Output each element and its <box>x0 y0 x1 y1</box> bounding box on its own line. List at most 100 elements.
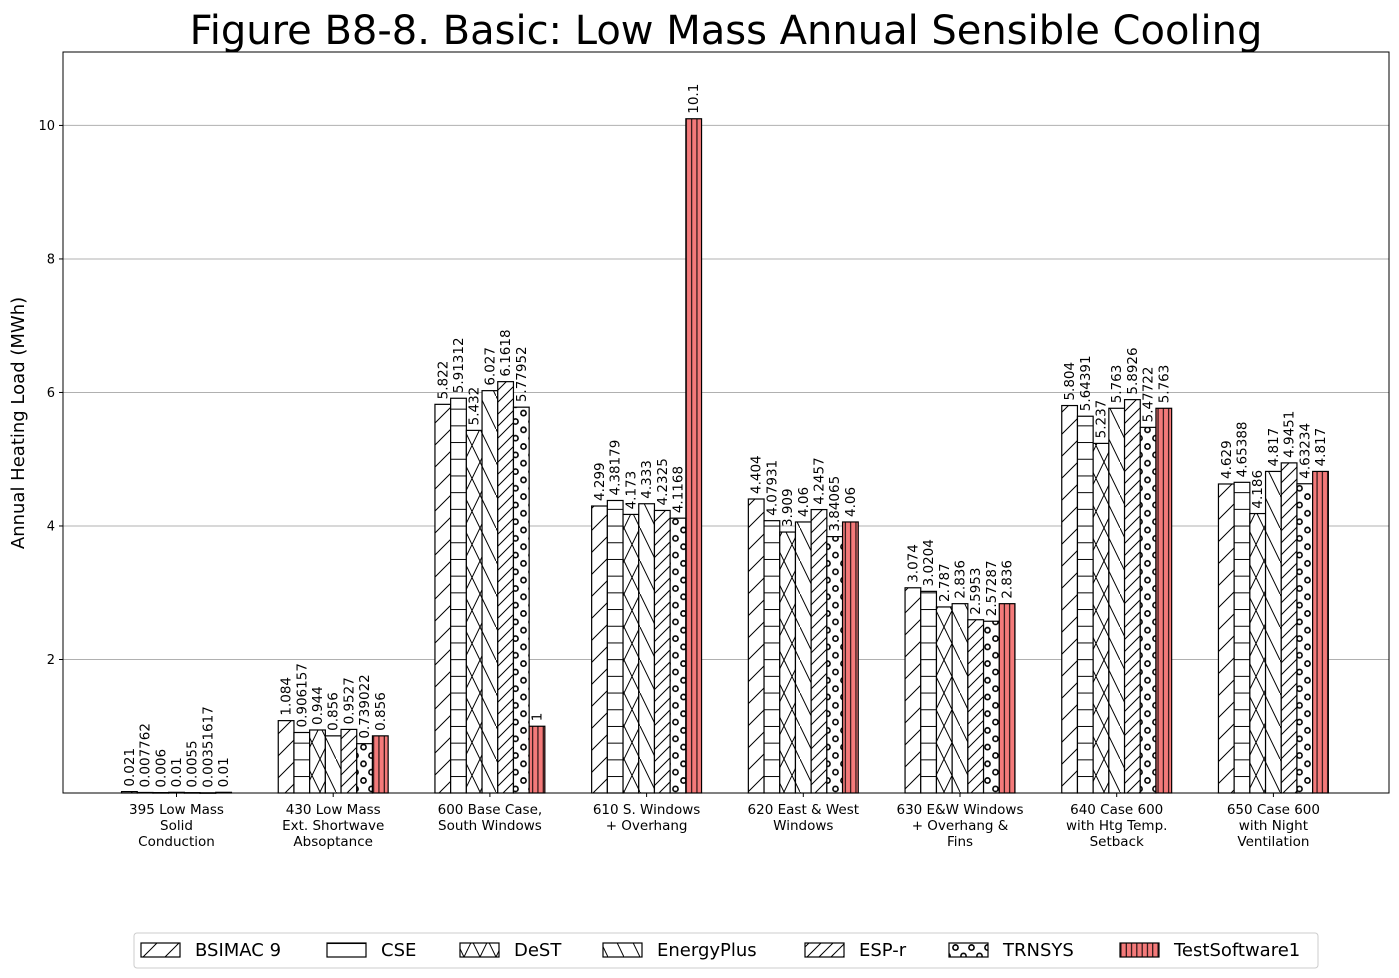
data-label: 4.629 <box>1219 440 1235 479</box>
legend-label: CSE <box>381 940 416 961</box>
data-label: 6.027 <box>482 347 498 386</box>
bar <box>951 603 969 794</box>
bar <box>1155 407 1173 794</box>
data-label: 5.237 <box>1094 400 1110 439</box>
data-label: 4.06 <box>843 487 859 517</box>
data-label: 2.57287 <box>984 560 1000 616</box>
data-label: 4.817 <box>1266 428 1282 467</box>
bar <box>841 521 859 794</box>
y-axis-label: Annual Heating Load (MWh) <box>8 297 29 549</box>
data-label: 0.739022 <box>357 674 373 738</box>
bar <box>794 521 812 794</box>
data-label: 5.77952 <box>514 346 530 402</box>
bar <box>591 505 608 794</box>
legend-swatch <box>948 942 989 958</box>
legend-label: BSIMAC 9 <box>195 940 281 961</box>
data-label: 4.1168 <box>671 466 687 513</box>
bar <box>1139 426 1157 794</box>
y-tick-label: 4 <box>47 519 55 534</box>
plot-area-frame <box>62 51 1390 794</box>
bar <box>324 735 342 794</box>
data-label: 1 <box>530 713 546 722</box>
legend-swatch <box>459 942 500 958</box>
bar <box>371 735 389 794</box>
x-tick-label: 620 East & West Windows <box>748 802 860 834</box>
bar <box>904 587 922 794</box>
bar <box>1217 483 1235 794</box>
data-label: 4.333 <box>639 460 655 499</box>
x-tick-label: 640 Case 600 with Htg Temp. Setback <box>1066 802 1168 850</box>
bar <box>1249 512 1267 794</box>
data-label: 2.836 <box>953 560 969 599</box>
legend-items: BSIMAC 9 CSE DeST EnergyPlus ESP-r TRNSYS Test… <box>140 940 1300 961</box>
data-label: 5.47722 <box>1141 367 1157 423</box>
data-label: 0.01 <box>216 757 232 787</box>
bar <box>1076 415 1094 794</box>
data-label: 4.65388 <box>1235 421 1251 477</box>
y-tick-label: 6 <box>47 386 55 401</box>
data-label: 3.909 <box>780 488 796 527</box>
bar <box>1233 481 1251 794</box>
data-label: 5.91312 <box>451 337 467 393</box>
data-label: 4.06 <box>796 487 812 517</box>
bar <box>920 590 938 794</box>
y-tick-label: 10 <box>38 119 55 134</box>
data-label: 4.817 <box>1313 428 1329 467</box>
x-tick-label: 610 S. Windows + Overhang <box>593 802 700 834</box>
bar <box>481 390 499 794</box>
chart-title: Figure B8-8. Basic: Low Mass Annual Sens… <box>190 8 1263 54</box>
bar <box>309 729 326 794</box>
y-tick-label: 2 <box>47 653 55 668</box>
data-label: 2.787 <box>937 563 953 602</box>
bar <box>763 520 781 794</box>
x-tick-label: 395 Low Mass Solid Conduction <box>129 802 224 850</box>
bar <box>606 499 624 794</box>
bar <box>810 508 828 794</box>
legend-label: EnergyPlus <box>657 940 757 961</box>
bar <box>747 498 765 794</box>
bar <box>669 517 687 794</box>
data-label: 4.2325 <box>655 458 671 505</box>
data-label: 0.00351617 <box>200 706 216 788</box>
data-label: 5.804 <box>1062 362 1078 401</box>
bar <box>450 397 467 794</box>
x-tick-label: 650 Case 600 with Night Ventilation <box>1227 802 1320 850</box>
data-label: 3.0204 <box>921 539 937 586</box>
data-label: 0.9527 <box>341 677 357 724</box>
data-label: 4.07931 <box>764 460 780 516</box>
data-label: 10.1 <box>686 84 702 114</box>
data-label: 5.8926 <box>1125 347 1141 394</box>
x-tick-label: 630 E&W Windows + Overhang & Fins <box>896 802 1023 850</box>
bar <box>277 720 295 794</box>
legend-swatch <box>804 942 845 958</box>
bar <box>998 603 1016 794</box>
data-label: 4.2457 <box>812 457 828 504</box>
data-label: 0.006 <box>153 749 169 788</box>
data-label: 5.64391 <box>1078 355 1094 411</box>
legend-swatch <box>1119 942 1160 958</box>
legend-label: ESP-r <box>859 940 907 961</box>
legend-frame <box>133 932 1319 969</box>
bar <box>1264 470 1282 794</box>
bar <box>293 731 311 794</box>
bar <box>826 536 844 794</box>
legend-label: TestSoftware1 <box>1173 940 1300 961</box>
data-label: 0.906157 <box>294 663 310 727</box>
bar <box>779 531 797 794</box>
x-tick-label: 600 Base Case, South Windows <box>438 802 543 834</box>
data-label: 5.822 <box>435 361 451 400</box>
bar <box>340 728 358 794</box>
legend-swatch <box>140 942 181 958</box>
legend-swatch <box>602 942 643 958</box>
data-label: 4.186 <box>1250 470 1266 509</box>
bar <box>465 429 483 794</box>
bars <box>120 118 1329 794</box>
y-tick-label: 8 <box>47 252 55 267</box>
data-label: 0.856 <box>326 692 342 731</box>
data-label: 0.007762 <box>138 723 154 787</box>
data-label: 5.432 <box>467 387 483 426</box>
bar <box>1312 470 1329 794</box>
data-label: 3.84065 <box>827 476 843 532</box>
data-label: 3.074 <box>905 544 921 583</box>
